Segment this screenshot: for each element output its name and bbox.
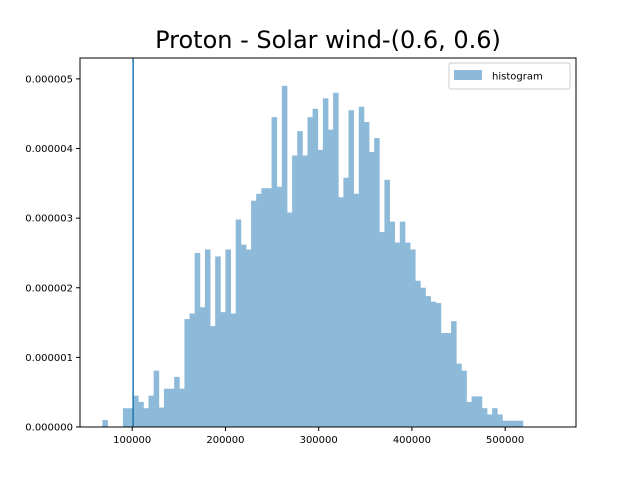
histogram-bar	[425, 296, 431, 427]
legend: histogram	[448, 62, 571, 90]
legend-box	[448, 62, 571, 90]
histogram-bar	[369, 151, 375, 428]
histogram-bar	[492, 408, 498, 427]
histogram-bar	[286, 212, 293, 427]
histogram-bar	[179, 388, 185, 427]
histogram-bar	[420, 287, 426, 427]
histogram-bar	[512, 420, 519, 427]
y-tick-label: 0.000004	[25, 144, 73, 155]
histogram-bar	[399, 221, 406, 427]
histogram-bar	[394, 242, 401, 427]
histogram-bar	[143, 408, 149, 427]
histogram-bar	[410, 249, 416, 427]
histogram-bar	[415, 280, 421, 427]
histogram-bar	[466, 401, 472, 427]
histogram-bar	[502, 420, 508, 427]
histogram-bar	[230, 313, 237, 427]
histogram-bar	[481, 408, 488, 427]
histogram-bar	[307, 117, 314, 428]
histogram-bar	[312, 108, 319, 427]
histogram-bar	[194, 252, 201, 427]
y-tick-label: 0.000000	[25, 423, 73, 434]
histogram-bar	[461, 370, 467, 427]
y-tick-label: 0.000002	[25, 283, 73, 294]
histogram-bar	[215, 256, 221, 427]
histogram-bar	[363, 122, 370, 428]
histogram-bar	[220, 312, 226, 427]
histogram-bar	[261, 188, 267, 427]
histogram-bar	[271, 117, 278, 428]
histogram-bar	[302, 155, 308, 427]
x-tick-label: 400000	[393, 435, 431, 446]
histogram-bar	[158, 407, 165, 427]
histogram-bar	[153, 370, 160, 427]
histogram-bar	[486, 414, 493, 427]
histogram-bar	[240, 244, 247, 427]
histogram-bar	[374, 138, 380, 427]
histogram-bar	[210, 326, 216, 427]
histogram-bar	[133, 395, 139, 427]
histogram-bar	[138, 401, 144, 427]
histogram-bar	[251, 200, 257, 427]
histogram-bar	[281, 85, 288, 427]
y-tick-label: 0.000001	[25, 353, 73, 364]
histogram-bar	[384, 179, 390, 427]
histogram-bar	[297, 131, 303, 427]
histogram-bar	[471, 396, 478, 427]
histogram-bar	[348, 110, 355, 427]
histogram-bar	[430, 301, 437, 427]
histogram-bar	[266, 188, 272, 427]
histogram-bar	[404, 242, 411, 427]
x-tick-label: 500000	[486, 435, 524, 446]
histogram-bar	[317, 149, 324, 427]
histogram-bar	[292, 155, 298, 427]
histogram-bar	[517, 420, 524, 427]
histogram-bar	[497, 414, 503, 427]
histogram-bar	[451, 321, 457, 427]
histogram-bar	[276, 186, 283, 427]
histogram-bar	[128, 408, 134, 427]
histogram-bar	[256, 193, 262, 427]
x-tick-label: 300000	[300, 435, 338, 446]
histogram-bar	[174, 376, 180, 427]
x-tick-label: 100000	[113, 435, 151, 446]
histogram-bar	[456, 363, 462, 427]
histogram-bar	[245, 249, 252, 427]
legend-swatch-histogram	[454, 70, 482, 80]
histogram-bar	[102, 420, 108, 427]
histogram-bar	[184, 319, 190, 427]
histogram-bar	[169, 388, 175, 427]
histogram-bar	[507, 420, 513, 427]
histogram-bar	[333, 92, 339, 427]
histogram-bar	[225, 249, 231, 427]
x-tick-label: 200000	[206, 435, 244, 446]
histogram-bars	[102, 85, 524, 428]
plot-frame	[79, 57, 577, 428]
y-tick-label: 0.000005	[25, 74, 73, 85]
histogram-bar	[148, 395, 155, 427]
histogram-bar	[322, 98, 329, 427]
histogram-bar	[435, 303, 442, 427]
histogram-bar	[353, 193, 360, 427]
histogram-bar	[204, 249, 211, 427]
legend-label-histogram: histogram	[492, 72, 543, 83]
histogram-bar	[338, 197, 344, 427]
histogram-bar	[389, 221, 396, 427]
y-tick-label: 0.000003	[25, 214, 73, 225]
histogram-bar	[328, 129, 334, 427]
histogram-bar	[189, 313, 196, 427]
histogram-bar	[199, 307, 206, 427]
histogram-bar	[358, 106, 365, 428]
histogram-bar	[235, 219, 242, 427]
histogram-bar	[440, 333, 447, 427]
histogram-bar	[476, 396, 483, 427]
histogram-bar	[122, 408, 129, 427]
axes: 100000 200000 300000 400000 500000 0.000000 0.…	[25, 57, 577, 446]
histogram-bar	[379, 232, 385, 427]
histogram-bar	[163, 388, 170, 427]
chart-title: Proton - Solar wind-(0.6, 0.6)	[155, 26, 501, 54]
histogram-bar	[343, 177, 349, 427]
histogram-bar	[445, 333, 452, 427]
